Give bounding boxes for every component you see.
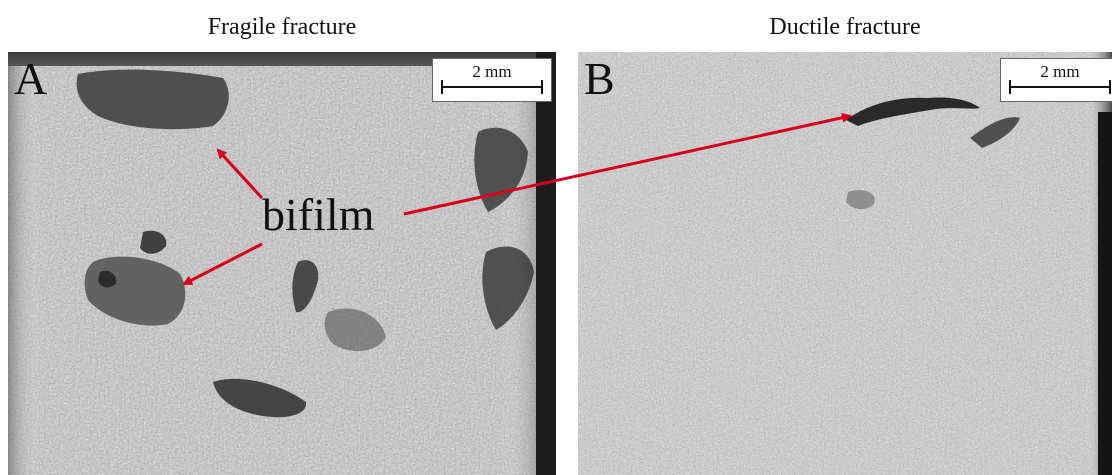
scale-bar-a-line xyxy=(441,80,543,94)
scale-bar-a: 2 mm xyxy=(432,58,552,102)
ductile-fracture-surface xyxy=(578,52,1112,475)
panel-a-photo: A 2 mm xyxy=(8,52,556,475)
panel-a-title: Fragile fracture xyxy=(207,14,357,40)
panel-gap xyxy=(556,52,578,475)
panel-b-photo: B 2 mm xyxy=(578,52,1112,475)
panel-b-title: Ductile fracture xyxy=(769,14,921,40)
fragile-fracture-surface xyxy=(8,52,556,475)
scale-bar-b: 2 mm xyxy=(1000,58,1112,102)
bifilm-label: bifilm xyxy=(262,189,375,240)
scale-bar-b-label: 2 mm xyxy=(1040,62,1080,81)
panel-a-letter: A xyxy=(14,53,48,104)
panel-b-letter: B xyxy=(584,53,615,104)
scale-bar-b-line xyxy=(1009,80,1111,94)
scale-bar-a-label: 2 mm xyxy=(472,62,512,81)
